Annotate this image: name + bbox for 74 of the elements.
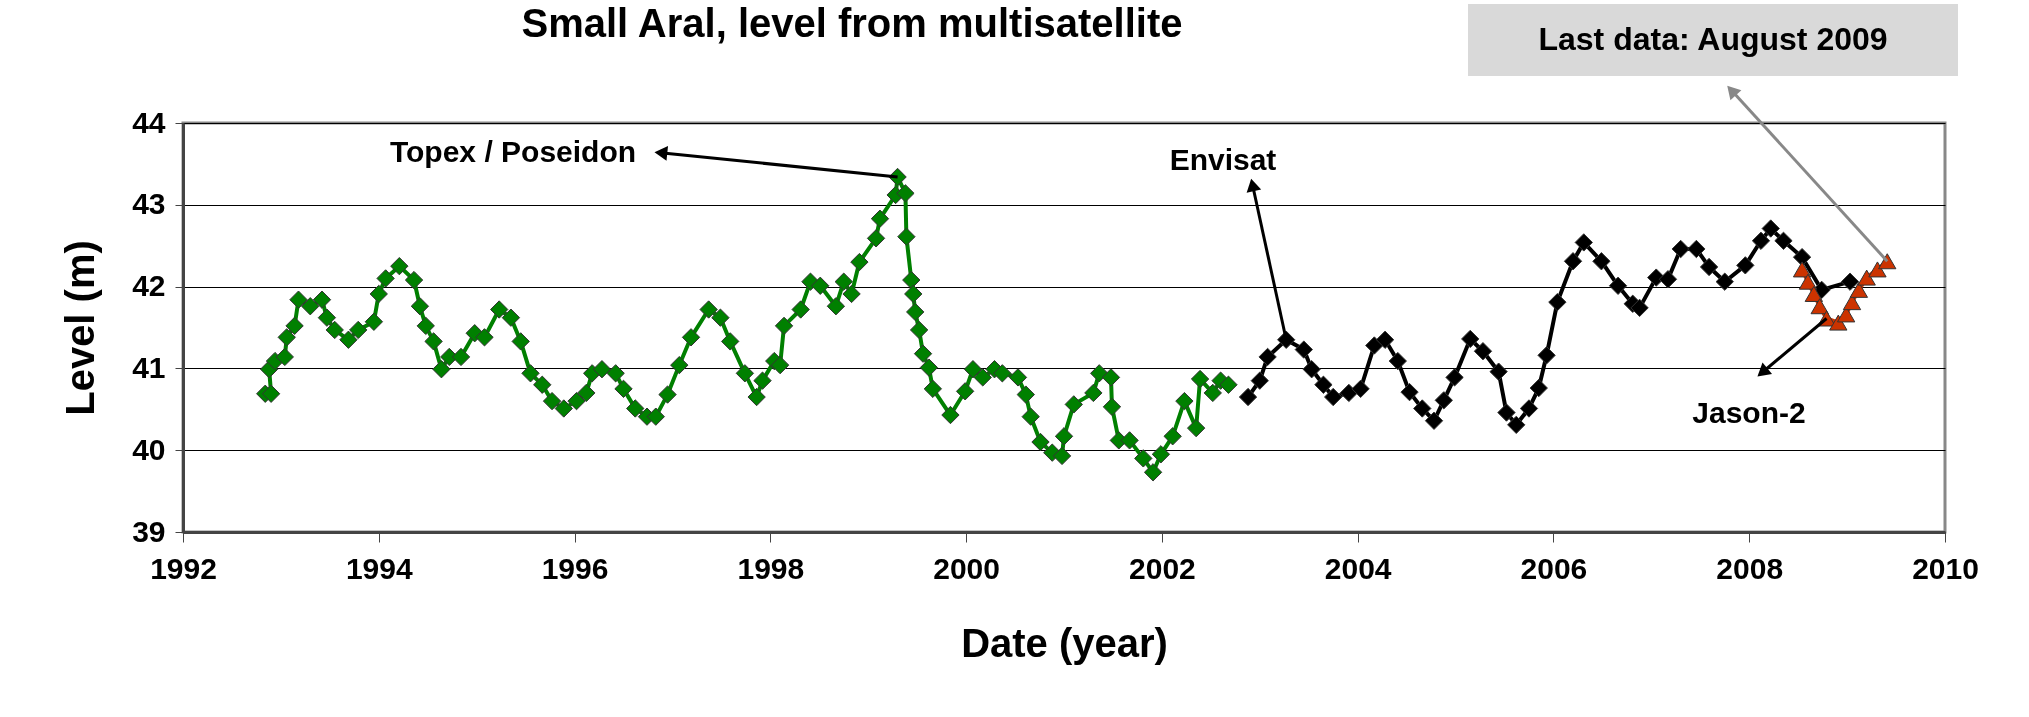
point xyxy=(1761,219,1780,238)
point xyxy=(1715,272,1734,291)
x-tick-label: 2004 xyxy=(1324,551,1392,585)
x-tick-label: 2002 xyxy=(1129,551,1196,585)
annotation: Envisat xyxy=(1169,143,1277,176)
annotation: Last data: August 2009 xyxy=(1538,21,1888,57)
point xyxy=(1314,375,1333,394)
chart-title: Small Aral, level from multisatellite xyxy=(521,1,1183,45)
point xyxy=(1375,330,1395,349)
point xyxy=(1857,269,1876,286)
point xyxy=(1868,261,1887,278)
x-tick-label: 2008 xyxy=(1716,551,1784,585)
point xyxy=(1878,253,1897,270)
x-tick-label: 2010 xyxy=(1912,551,1979,585)
x-tick-label: 2000 xyxy=(933,551,1000,585)
point xyxy=(1810,298,1829,315)
point xyxy=(1774,231,1793,250)
y-tick-label: 44 xyxy=(132,105,166,139)
point xyxy=(1798,273,1818,290)
annotation: Topex / Poseidon xyxy=(389,135,637,168)
y-tick-label: 41 xyxy=(132,350,166,384)
point xyxy=(1849,281,1869,298)
point xyxy=(1413,399,1432,418)
point xyxy=(1238,387,1258,407)
point xyxy=(1424,411,1444,430)
point xyxy=(1339,383,1359,403)
y-tick-label: 43 xyxy=(132,187,166,221)
point xyxy=(1574,233,1593,252)
point xyxy=(1608,276,1628,295)
point xyxy=(1792,247,1812,267)
point xyxy=(1529,378,1548,398)
x-tick-label: 1996 xyxy=(541,551,609,585)
x-axis-title: Date (year) xyxy=(961,620,1168,665)
point xyxy=(1630,298,1649,318)
annotation: Jason-2 xyxy=(1692,396,1806,429)
y-axis-title: Level (m) xyxy=(58,240,103,416)
point xyxy=(1302,360,1321,379)
point xyxy=(1365,336,1384,355)
point xyxy=(1388,351,1407,371)
x-tick-label: 1992 xyxy=(150,551,217,585)
point xyxy=(1537,346,1556,365)
point xyxy=(1461,329,1480,349)
point xyxy=(1792,261,1812,278)
x-tick-label: 2006 xyxy=(1520,551,1588,585)
x-tick-label: 1998 xyxy=(737,551,805,585)
point xyxy=(1699,257,1719,277)
point xyxy=(1687,239,1706,259)
y-tick-label: 40 xyxy=(132,432,166,466)
point xyxy=(1434,391,1453,410)
point xyxy=(1489,362,1508,381)
point xyxy=(1751,231,1771,250)
point xyxy=(1736,256,1755,275)
point xyxy=(1840,272,1860,291)
y-tick-label: 42 xyxy=(132,269,166,303)
point xyxy=(1294,340,1313,359)
point xyxy=(1671,239,1690,259)
point xyxy=(1658,270,1678,289)
point xyxy=(1324,387,1343,407)
point xyxy=(1473,342,1493,361)
point xyxy=(1277,330,1296,349)
x-tick-label: 1994 xyxy=(345,551,413,585)
point xyxy=(1351,379,1370,399)
point xyxy=(1507,415,1526,434)
point xyxy=(1250,371,1269,390)
point xyxy=(1563,252,1583,271)
point xyxy=(1548,292,1567,312)
y-tick-label: 39 xyxy=(132,514,166,548)
point xyxy=(1400,382,1419,402)
point xyxy=(1519,399,1539,418)
point xyxy=(1804,285,1823,302)
point xyxy=(1592,252,1611,271)
point xyxy=(1445,368,1464,387)
point xyxy=(1258,347,1277,367)
point xyxy=(1497,403,1516,422)
